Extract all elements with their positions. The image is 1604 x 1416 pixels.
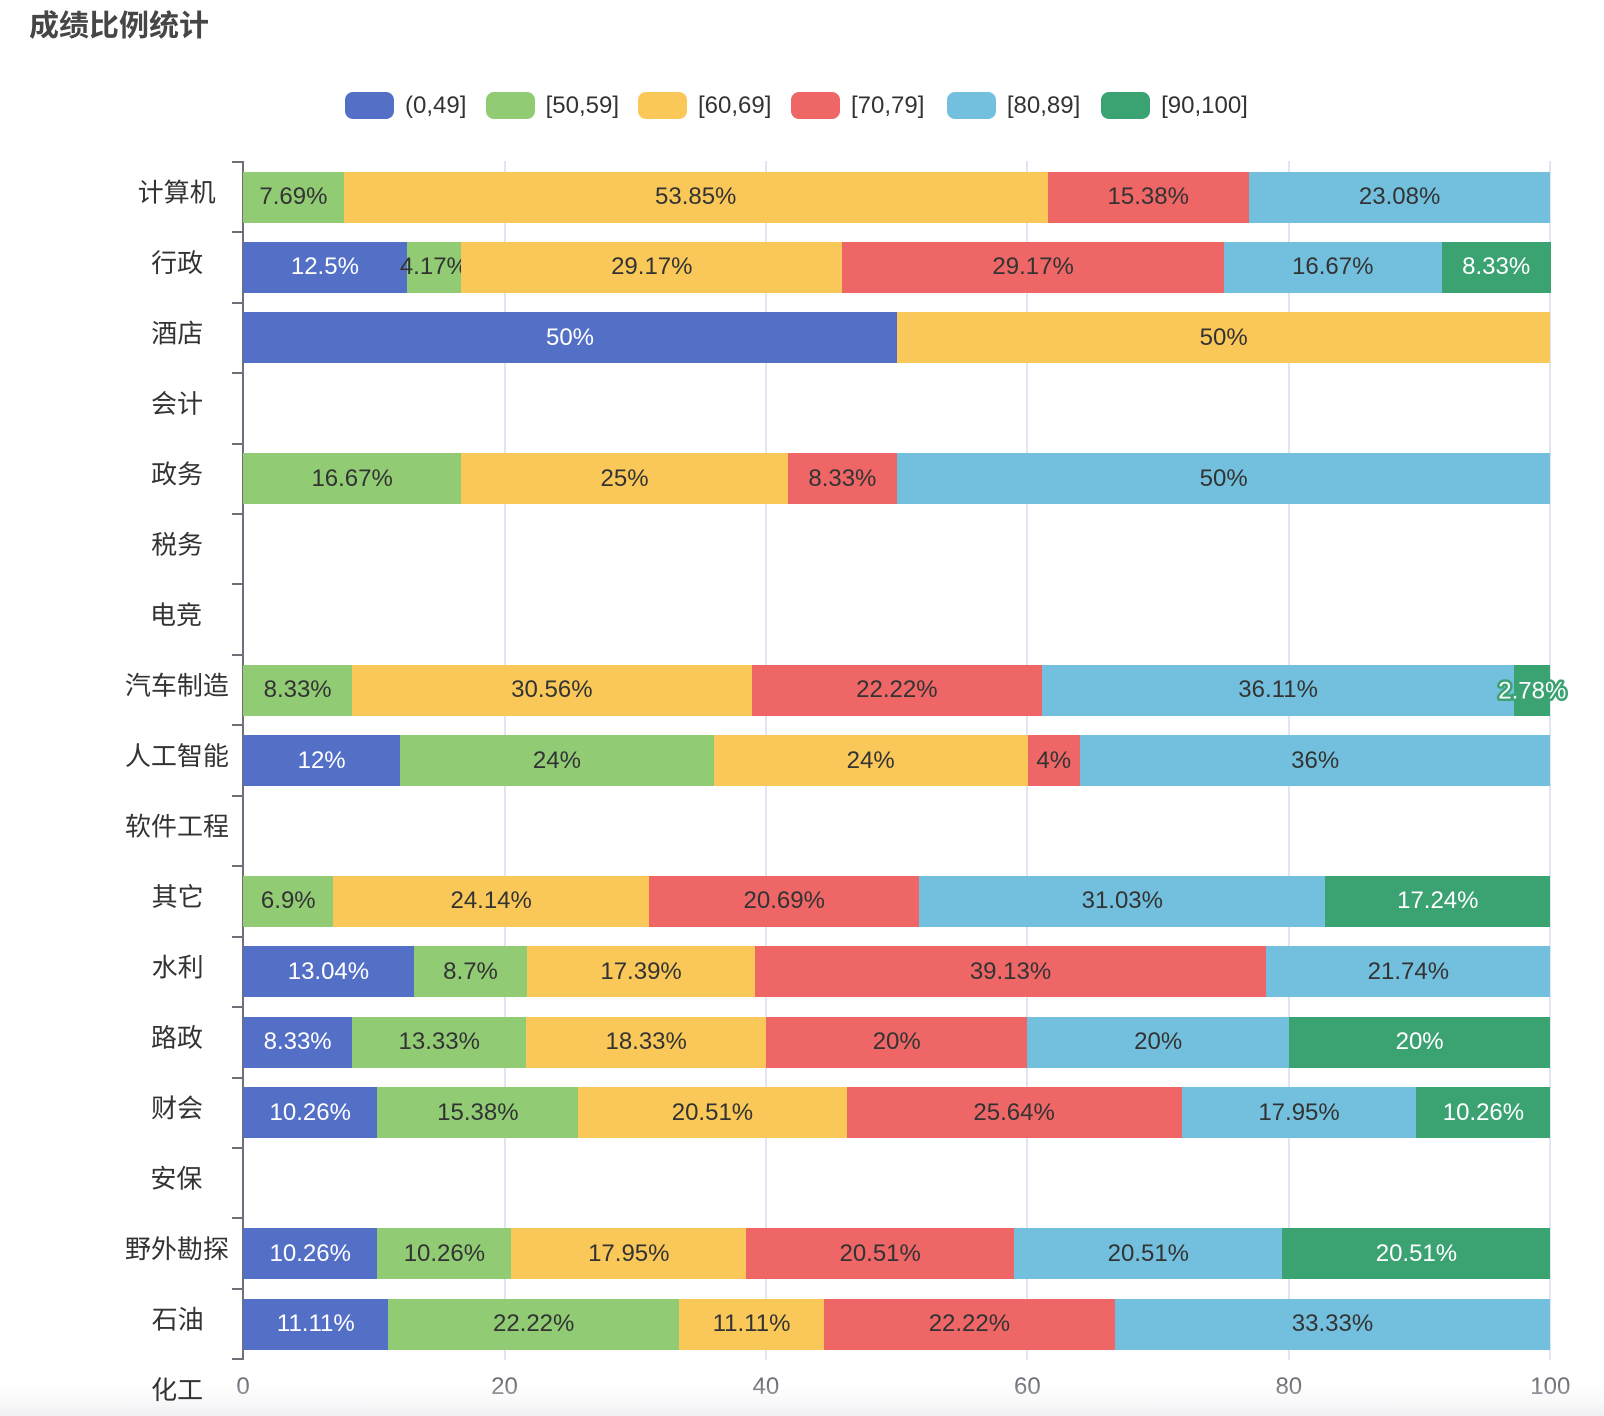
svg-text:2.78%: 2.78% (1498, 678, 1566, 705)
